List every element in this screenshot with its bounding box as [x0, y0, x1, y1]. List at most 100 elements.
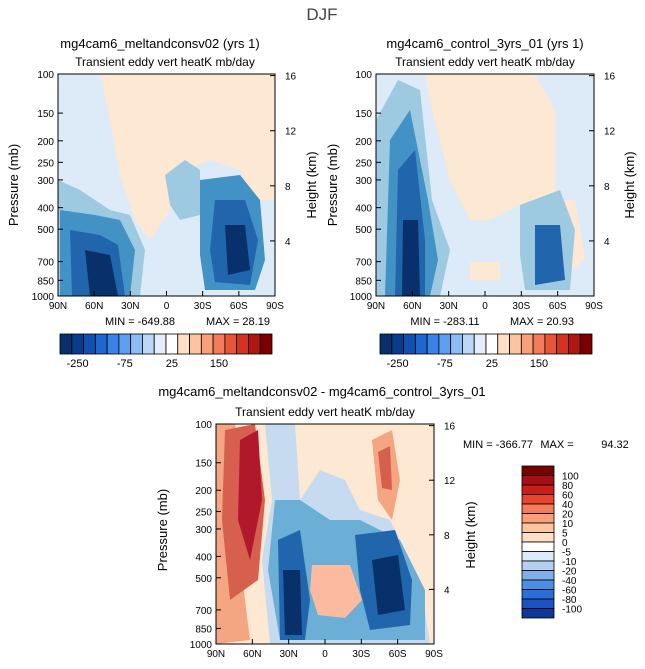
panel2-y-tick-label: 200: [355, 137, 372, 148]
panel3-colorbar-label: 60: [562, 491, 574, 502]
panel2-plot-area: [375, 73, 595, 297]
panel2-colorbar-swatch: [462, 333, 475, 355]
panel2-y-ticks: 100 150 200 250 300 400 500 700 850 1000: [350, 70, 381, 303]
panel-meltandconsv: mg4cam6_meltandconsv02 (yrs 1) Transient…: [6, 36, 319, 370]
panel2-colorbar-swatch: [403, 333, 416, 355]
panel3-colorbar-swatch: [521, 513, 555, 524]
panel1-colorbar-swatch: [59, 333, 73, 355]
panel1-positive-region: [100, 74, 275, 240]
panel1-y-tick-label: 400: [37, 204, 54, 215]
panel1-y2-ticks: 16 12 8 4: [270, 72, 297, 248]
panel2-colorbar-swatch: [485, 333, 499, 355]
panel2-colorbar-label: 25: [486, 358, 498, 370]
panel2-colorbar-swatch: [426, 333, 440, 355]
panel3-y-tick-label: 200: [195, 486, 212, 497]
panel3-nh-warm-core: [238, 430, 262, 560]
panel1-plot-area: [57, 73, 276, 297]
panel2-colorbar-label: 150: [530, 358, 548, 370]
panel2-colorbar-swatch: [509, 333, 522, 355]
panel3-colorbar-swatch: [521, 494, 555, 505]
panel3-colorbar-swatch: [521, 484, 555, 495]
panel1-colorbar-swatch: [212, 333, 226, 355]
panel1-y-axis-label: Pressure (mb): [6, 144, 21, 226]
panel2-max-label: MAX = 20.93: [510, 316, 574, 328]
panel3-title: mg4cam6_meltandconsv02 - mg4cam6_control…: [158, 384, 485, 399]
panel2-y2-tick-label: 8: [604, 182, 610, 193]
panel1-x-tick-label: 90N: [49, 301, 67, 312]
panel2-x-ticks: 90N 60N 30N 0 30S 60S 90S: [367, 291, 603, 312]
panel-control: mg4cam6_control_3yrs_01 (yrs 1) Transien…: [325, 36, 637, 370]
panel2-x-tick-label: 0: [482, 301, 488, 312]
panel3-colorbar-label: -100: [562, 605, 582, 616]
panel2-x-tick-label: 90N: [367, 301, 385, 312]
panel2-colorbar-swatch: [414, 333, 428, 355]
panel2-x-tick-label: 90S: [585, 301, 603, 312]
panel3-y-tick-label: 100: [195, 420, 212, 431]
panel2-colorbar-swatch: [568, 333, 581, 355]
panel1-colorbar-swatch: [106, 333, 120, 355]
panel3-colorbar-swatch: [521, 608, 555, 619]
panel2-y-tick-label: 850: [355, 276, 372, 287]
panel2-colorbar-swatch: [579, 333, 593, 355]
panel2-y2-tick-label: 4: [604, 237, 610, 248]
panel-difference: mg4cam6_meltandconsv02 - mg4cam6_control…: [155, 384, 629, 660]
panel3-max-value: 94.32: [601, 439, 629, 451]
panel1-y-tick-label: 850: [37, 276, 54, 287]
panel2-nh-core: [402, 220, 420, 296]
panel1-colorbar-swatch: [200, 333, 214, 355]
panel1-y-tick-label: 200: [37, 137, 54, 148]
panel2-colorbar-swatch: [520, 333, 534, 355]
panel1-colorbar-swatch: [236, 333, 249, 355]
panel3-colorbar-swatch: [521, 475, 555, 486]
panel3-y2-tick-label: 4: [444, 585, 450, 596]
panel3-min-label: MIN = -366.77: [463, 439, 533, 451]
panel1-colorbar-swatch: [224, 333, 238, 355]
panel3-y-tick-label: 300: [195, 525, 212, 536]
panel1-colorbar-label: 25: [166, 358, 178, 370]
panel2-colorbar-swatch: [544, 333, 558, 355]
panel1-colorbar-swatch: [248, 333, 261, 355]
panel1-y-tick-label: 100: [37, 70, 54, 81]
panel1-y2-axis-label: Height (km): [304, 151, 319, 218]
panel3-colorbar-label: -60: [562, 586, 577, 597]
panel3-colorbar-label: 20: [562, 510, 574, 521]
panel3-y-axis-label: Pressure (mb): [155, 489, 170, 571]
panel1-max-label: MAX = 28.19: [206, 316, 270, 328]
panel3-colorbar-swatch: [521, 589, 555, 600]
panel3-colorbar-swatch: [521, 465, 555, 476]
panel1-subtitle: Transient eddy vert heatK mb/day: [75, 55, 255, 69]
panel1-colorbar-swatch: [71, 333, 84, 355]
panel3-colorbar-label: 0: [562, 538, 568, 549]
panel3-colorbar: [521, 465, 555, 619]
panel1-x-tick-label: 30N: [121, 301, 139, 312]
panel3-y-tick-label: 250: [195, 508, 212, 519]
panel3-colorbar-label: 100: [562, 472, 579, 483]
panel2-y-tick-label: 700: [355, 258, 372, 269]
panel3-y-tick-label: 150: [195, 459, 212, 470]
panel2-title: mg4cam6_control_3yrs_01 (yrs 1): [386, 36, 583, 51]
panel2-y-tick-label: 100: [355, 70, 372, 81]
panel3-colorbar-label: -5: [562, 548, 571, 559]
panel1-x-tick-label: 90S: [266, 301, 284, 312]
panel3-colorbar-label: 80: [562, 481, 574, 492]
panel3-x-tick-label: 90S: [425, 649, 443, 660]
page-title: DJF: [306, 5, 337, 24]
panel3-max-label: MAX =: [540, 439, 573, 451]
panel3-y2-ticks: 16 12 8 4: [429, 422, 456, 596]
panel3-plot-area: [215, 423, 435, 645]
panel2-colorbar-swatch: [450, 333, 463, 355]
panel2-y2-axis-label: Height (km): [622, 151, 637, 218]
panel1-colorbar-label: 150: [210, 358, 228, 370]
panel3-x-tick-label: 90N: [207, 649, 225, 660]
panel1-colorbar-label: -250: [67, 358, 89, 370]
panel3-colorbar-swatch: [521, 541, 555, 552]
panel1-colorbar-swatch: [177, 333, 190, 355]
panel1-colorbar-swatch: [83, 333, 96, 355]
panel3-x-tick-label: 30S: [352, 649, 370, 660]
panel3-x-tick-label: 60N: [243, 649, 261, 660]
panel1-tropical-cell: [165, 160, 200, 220]
panel3-x-tick-label: 60S: [389, 649, 407, 660]
panel3-y-tick-label: 850: [195, 624, 212, 635]
panel1-colorbar-labels: -250 -75 25 150: [67, 358, 229, 370]
